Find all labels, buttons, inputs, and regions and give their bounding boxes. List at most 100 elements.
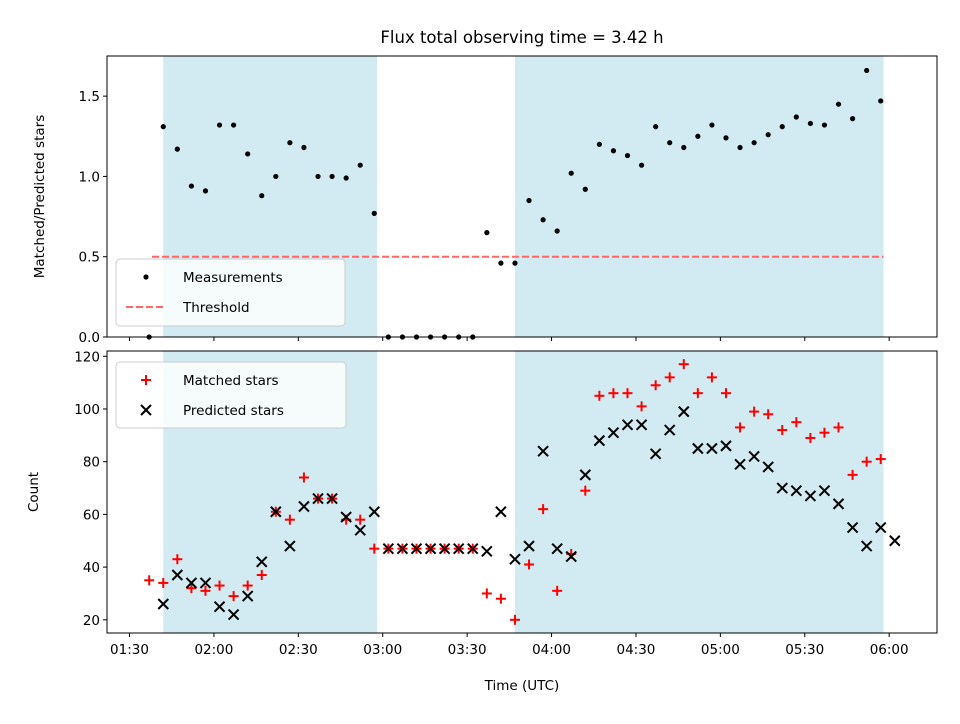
matched-point xyxy=(622,388,633,399)
matched-point xyxy=(833,422,844,433)
legend-box xyxy=(115,258,346,327)
x-stroke-b xyxy=(523,540,535,552)
measurement-point xyxy=(667,140,673,146)
y-tick-label: 1.5 xyxy=(79,89,100,105)
measurement-point xyxy=(568,170,574,176)
matched-point xyxy=(228,591,239,602)
measurement-point xyxy=(357,162,363,168)
predicted-point xyxy=(790,484,803,497)
x-stroke-b xyxy=(424,542,437,555)
predicted-point xyxy=(579,469,592,481)
matched-point xyxy=(186,583,197,594)
x-stroke-b xyxy=(157,598,169,610)
x-stroke-b xyxy=(678,405,690,418)
measurement-point xyxy=(315,173,321,180)
x-stroke-b xyxy=(199,577,212,589)
series-predicted-stars xyxy=(157,405,901,621)
matched-point xyxy=(763,409,774,420)
predicted-point xyxy=(270,506,282,518)
predicted-point xyxy=(241,590,254,602)
measurement-point xyxy=(737,144,743,151)
y-axis-label: Count xyxy=(26,472,42,512)
measurement-point xyxy=(709,122,715,128)
y-tick-label: 60 xyxy=(83,507,100,523)
x-stroke-b xyxy=(664,424,676,436)
x-stroke-b xyxy=(621,419,634,431)
measurement-point xyxy=(484,230,490,236)
measurement-point xyxy=(540,217,546,223)
measurement-point xyxy=(864,67,870,74)
matched-point xyxy=(861,456,872,467)
x-tick-label: 05:00 xyxy=(701,642,740,658)
measurement-point xyxy=(624,152,631,159)
matched-point xyxy=(678,359,689,370)
matched-point xyxy=(580,485,591,496)
predicted-point xyxy=(551,542,563,555)
matched-point xyxy=(650,380,661,391)
x-stroke-b xyxy=(748,450,760,463)
measurement-point xyxy=(849,116,856,122)
matched-point xyxy=(735,422,746,433)
predicted-point xyxy=(298,500,310,513)
x-stroke-b xyxy=(734,458,746,471)
measurement-point xyxy=(638,162,645,168)
predicted-point xyxy=(860,540,873,552)
matched-point xyxy=(777,425,788,436)
y-tick-label: 40 xyxy=(83,560,100,576)
predicted-point xyxy=(396,542,409,555)
predicted-point xyxy=(509,553,521,565)
matched-point xyxy=(692,388,703,399)
x-stroke-b xyxy=(776,482,788,494)
measurement-point xyxy=(287,140,293,146)
measurement-point xyxy=(329,173,335,180)
predicted-point xyxy=(621,419,634,431)
predicted-point xyxy=(818,484,831,497)
matched-point xyxy=(636,401,647,412)
x-stroke-b xyxy=(298,500,310,513)
measurement-point xyxy=(681,144,687,151)
legend-measurements-label: Measurements xyxy=(183,270,283,286)
predicted-point xyxy=(424,542,437,555)
x-stroke-b xyxy=(692,442,704,455)
x-stroke-b xyxy=(832,498,845,510)
legend-matched-marker xyxy=(141,375,151,385)
measurement-point xyxy=(231,122,237,128)
measurement-point xyxy=(526,197,532,204)
predicted-point xyxy=(467,542,479,555)
measurement-point xyxy=(174,146,180,152)
x-stroke-b xyxy=(312,492,324,505)
x-stroke-b xyxy=(565,550,577,563)
predicted-point xyxy=(256,556,268,568)
y-tick-label: 1.0 xyxy=(79,169,100,185)
matched-point xyxy=(144,575,155,586)
y-tick-label: 80 xyxy=(83,455,100,471)
matched-point xyxy=(552,585,563,596)
measurement-point xyxy=(498,260,504,266)
matched-point xyxy=(875,454,886,465)
measurement-point xyxy=(343,175,349,181)
matched-point xyxy=(847,469,858,480)
measurement-point xyxy=(695,133,701,139)
predicted-point xyxy=(438,542,451,555)
matched-point xyxy=(158,577,169,588)
predicted-point xyxy=(692,442,704,455)
count-panel: 20 40 60 80 100 120 01:30 02:00 02:30 03:00 03:30 0… xyxy=(26,349,938,658)
measurement-point xyxy=(216,122,223,128)
predicted-point xyxy=(227,608,240,621)
x-stroke-b xyxy=(579,469,592,481)
predicted-point xyxy=(734,458,746,471)
y-tick-label: 100 xyxy=(74,402,100,418)
predicted-point xyxy=(523,540,535,552)
y-tick-label: 20 xyxy=(83,613,100,629)
predicted-point xyxy=(664,424,676,436)
x-stroke-b xyxy=(438,542,451,555)
x-tick-label: 05:30 xyxy=(785,642,824,658)
plot-frame xyxy=(106,350,938,634)
predicted-point xyxy=(157,598,169,610)
predicted-point xyxy=(635,419,648,431)
matched-point xyxy=(298,472,309,483)
measurement-point xyxy=(202,188,209,194)
matched-point xyxy=(200,585,211,596)
measurement-point xyxy=(878,98,884,104)
legend-measurements-marker xyxy=(143,274,149,280)
